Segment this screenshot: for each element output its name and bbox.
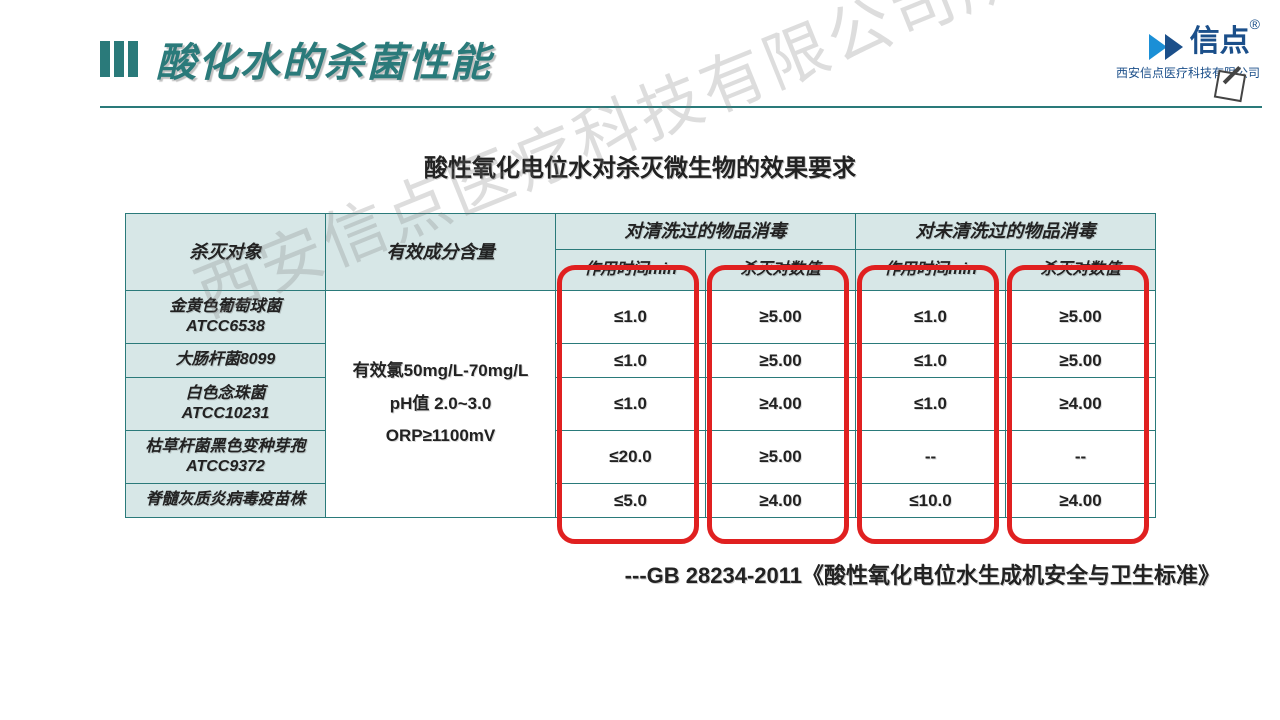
data-cell: ≥5.00	[706, 430, 856, 483]
page-title: 酸化水的杀菌性能	[156, 30, 492, 88]
row-target: 大肠杆菌8099	[126, 343, 326, 377]
efficacy-table: 杀灭对象 有效成分含量 对清洗过的物品消毒 对未清洗过的物品消毒 作用时间min…	[125, 213, 1156, 518]
data-cell: ≥5.00	[1006, 290, 1156, 343]
table-row: 脊髓灰质炎病毒疫苗株≤5.0≥4.00≤10.0≥4.00	[126, 483, 1156, 517]
data-cell: ≥5.00	[706, 290, 856, 343]
data-cell: ≥4.00	[1006, 483, 1156, 517]
row-target: 脊髓灰质炎病毒疫苗株	[126, 483, 326, 517]
table-row: 白色念珠菌ATCC10231≤1.0≥4.00≤1.0≥4.00	[126, 377, 1156, 430]
data-cell: ≤1.0	[556, 290, 706, 343]
page-header: 酸化水的杀菌性能 信点® 西安信点医疗科技有限公司	[0, 0, 1280, 88]
data-table-container: 杀灭对象 有效成分含量 对清洗过的物品消毒 对未清洗过的物品消毒 作用时间min…	[125, 213, 1155, 518]
data-cell: ≥4.00	[706, 377, 856, 430]
table-title: 酸性氧化电位水对杀灭微生物的效果要求	[0, 148, 1280, 183]
data-cell: ≤20.0	[556, 430, 706, 483]
th-washed: 对清洗过的物品消毒	[556, 214, 856, 250]
data-cell: ≤5.0	[556, 483, 706, 517]
th-washed-log: 杀灭对数值	[706, 249, 856, 290]
pencil-doodle-icon	[1214, 70, 1246, 102]
table-row: 枯草杆菌黑色变种芽孢ATCC9372≤20.0≥5.00----	[126, 430, 1156, 483]
data-cell: ≥5.00	[1006, 343, 1156, 377]
citation-text: ---GB 28234-2011《酸性氧化电位水生成机安全与卫生标准》	[0, 558, 1220, 590]
table-row: 金黄色葡萄球菌ATCC6538有效氯50mg/L-70mg/LpH值 2.0~3…	[126, 290, 1156, 343]
title-bars-icon	[100, 41, 142, 77]
data-cell: ≥4.00	[706, 483, 856, 517]
table-row: 大肠杆菌8099≤1.0≥5.00≤1.0≥5.00	[126, 343, 1156, 377]
data-cell: --	[1006, 430, 1156, 483]
data-cell: ≤10.0	[856, 483, 1006, 517]
th-target: 杀灭对象	[126, 214, 326, 291]
th-ingredient: 有效成分含量	[326, 214, 556, 291]
th-washed-time: 作用时间min	[556, 249, 706, 290]
data-cell: ≥4.00	[1006, 377, 1156, 430]
row-target: 金黄色葡萄球菌ATCC6538	[126, 290, 326, 343]
th-unwashed: 对未清洗过的物品消毒	[856, 214, 1156, 250]
registered-icon: ®	[1250, 16, 1260, 32]
th-unwashed-time: 作用时间min	[856, 249, 1006, 290]
data-cell: ≥5.00	[706, 343, 856, 377]
logo-text: 信点	[1190, 25, 1250, 58]
row-target: 枯草杆菌黑色变种芽孢ATCC9372	[126, 430, 326, 483]
row-target: 白色念珠菌ATCC10231	[126, 377, 326, 430]
th-unwashed-log: 杀灭对数值	[1006, 249, 1156, 290]
data-cell: ≤1.0	[856, 343, 1006, 377]
data-cell: ≤1.0	[556, 377, 706, 430]
data-cell: ≤1.0	[856, 290, 1006, 343]
ingredient-cell: 有效氯50mg/L-70mg/LpH值 2.0~3.0ORP≥1100mV	[326, 290, 556, 518]
data-cell: ≤1.0	[856, 377, 1006, 430]
header-underline	[100, 106, 1262, 108]
data-cell: --	[856, 430, 1006, 483]
data-cell: ≤1.0	[556, 343, 706, 377]
